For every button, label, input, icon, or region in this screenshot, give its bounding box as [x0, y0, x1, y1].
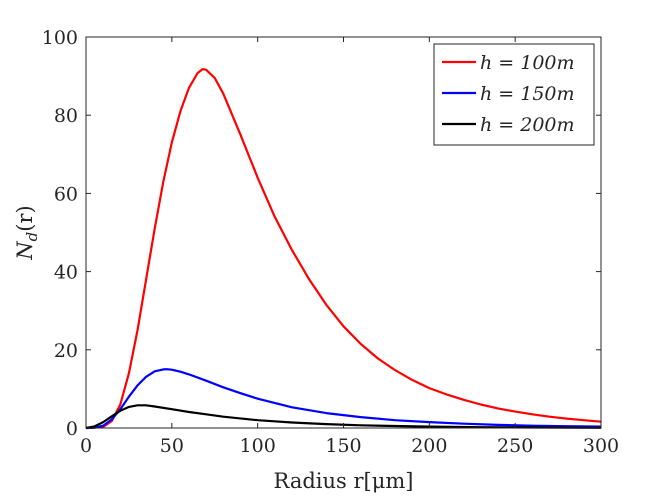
y-axis-ticks: 0 20 40 60 80 100: [42, 27, 601, 440]
y-tick-label: 80: [54, 105, 78, 127]
x-tick-label: 200: [411, 435, 447, 457]
x-tick-label: 250: [497, 435, 533, 457]
x-tick-label: 100: [240, 435, 276, 457]
y-axis-label-subscript: d: [23, 232, 41, 242]
x-tick-label: 50: [160, 435, 184, 457]
y-axis-label-main: N: [13, 241, 37, 261]
legend-box: [433, 43, 595, 146]
y-axis-label: Nd(r): [13, 205, 41, 260]
y-tick-label: 0: [66, 418, 78, 440]
y-tick-label: 60: [54, 183, 78, 205]
series-layer: [85, 68, 602, 430]
legend-label-1: h = 100m: [480, 52, 575, 74]
legend-label-3: h = 200m: [480, 114, 575, 136]
x-tick-label: 0: [80, 435, 92, 457]
x-axis-label: Radius r[μm]: [274, 469, 414, 493]
y-tick-label: 100: [42, 27, 78, 49]
x-tick-label: 150: [325, 435, 361, 457]
legend: h = 100m h = 150m h = 200m: [433, 43, 595, 146]
y-tick-label: 20: [54, 340, 78, 362]
y-tick-label: 40: [54, 262, 78, 284]
series-line-1: [85, 68, 602, 430]
series-line-3: [85, 404, 602, 430]
x-tick-label: 300: [583, 435, 619, 457]
y-axis-label-tail: (r): [13, 205, 37, 231]
x-axis-ticks: 0 50 100 150 200 250 300: [80, 37, 619, 457]
legend-label-2: h = 150m: [480, 83, 575, 105]
series-line-2: [85, 368, 602, 430]
